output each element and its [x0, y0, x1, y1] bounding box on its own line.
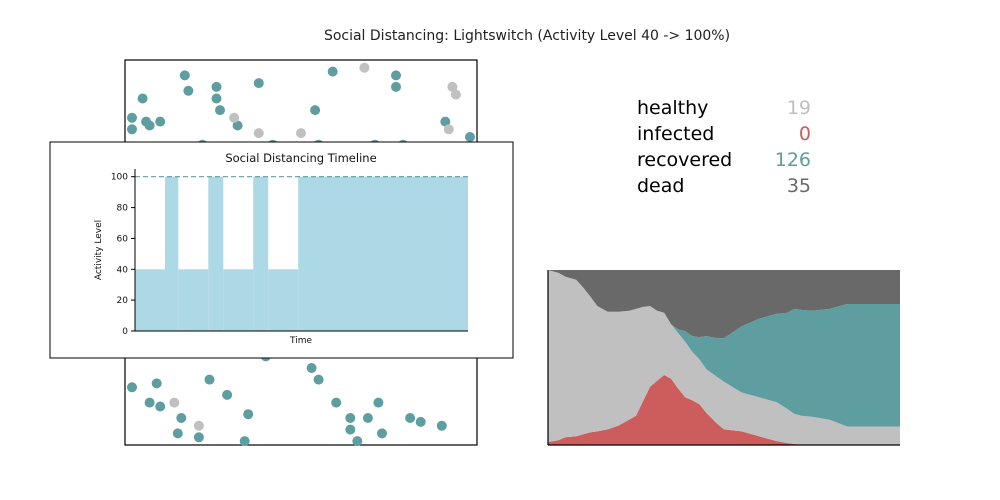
scatter-point-recovered: [415, 416, 426, 427]
scatter-point-recovered: [243, 409, 254, 420]
scatter-point-recovered: [465, 132, 475, 142]
activity-segment: [165, 176, 179, 331]
scatter-point-recovered: [127, 112, 137, 123]
scatter-point-recovered: [127, 124, 137, 135]
scatter-point-recovered: [306, 363, 317, 373]
ytick-label: 80: [117, 204, 129, 214]
scatter-point-recovered: [211, 93, 222, 104]
inset-xlabel: Time: [289, 336, 312, 346]
scatter-point-recovered: [172, 428, 183, 439]
activity-segment: [298, 176, 468, 331]
timeline-yticks: 0 20 40 60 80 100: [111, 173, 135, 337]
scatter-point-recovered: [310, 105, 321, 116]
scatter-point-recovered: [440, 116, 451, 127]
scatter-point-recovered: [253, 78, 264, 89]
population-stackplot-panel: [547, 270, 900, 446]
ytick-label: 60: [117, 234, 129, 244]
stack-area-recovered: [548, 270, 900, 427]
scatter-point-recovered: [373, 397, 384, 408]
scatter-point-healthy: [193, 420, 204, 431]
scatter-point-recovered: [155, 116, 166, 127]
scatter-point-healthy: [443, 124, 454, 135]
activity-segment: [268, 269, 299, 331]
scatter-point-healthy: [447, 81, 458, 92]
scatter-point-recovered: [155, 401, 166, 412]
scatter-point-recovered: [239, 436, 250, 447]
scatter-point-recovered: [391, 70, 401, 81]
scatter-point-recovered: [193, 432, 204, 443]
stat-label-recovered: recovered: [637, 149, 732, 171]
inset-ylabel: Activity Level: [94, 220, 104, 280]
scatter-point-recovered: [176, 413, 187, 423]
ytick-label: 100: [111, 173, 128, 183]
scatter-point-recovered: [211, 81, 222, 92]
scatter-point-healthy: [450, 89, 461, 100]
scatter-point-recovered: [183, 85, 194, 96]
scatter-point-recovered: [327, 66, 338, 77]
stat-value-recovered: 126: [775, 149, 811, 171]
stats-legend: healthy 19 infected 0 recovered 126 dead 35: [637, 97, 811, 197]
scatter-point-recovered: [313, 374, 324, 385]
ytick-label: 20: [117, 296, 129, 306]
stat-label-dead: dead: [637, 175, 684, 197]
scatter-point-healthy: [359, 62, 370, 73]
stat-label-healthy: healthy: [637, 97, 708, 119]
activity-segment: [178, 269, 209, 331]
figure-title: Social Distancing: Lightswitch (Activity…: [324, 28, 730, 44]
scatter-point-recovered: [204, 374, 215, 385]
scatter-point-recovered: [215, 105, 225, 116]
scatter-point-healthy: [296, 128, 306, 139]
scatter-point-recovered: [222, 389, 233, 400]
scatter-point-recovered: [362, 413, 373, 423]
stack-areas: [548, 270, 900, 445]
scatter-point-healthy: [169, 397, 180, 408]
activity-segment: [135, 269, 165, 331]
scatter-point-recovered: [405, 413, 416, 423]
scatter-point-recovered: [127, 382, 137, 393]
stat-value-dead: 35: [787, 175, 811, 197]
scatter-point-recovered: [345, 424, 356, 435]
scatter-point-recovered: [144, 397, 155, 408]
ytick-label: 0: [122, 327, 128, 337]
scatter-point-recovered: [151, 378, 162, 389]
ytick-label: 40: [117, 265, 129, 275]
scatter-point-recovered: [137, 93, 148, 104]
stat-label-infected: infected: [637, 123, 714, 145]
scatter-point-recovered: [352, 436, 363, 447]
stat-value-healthy: 19: [787, 97, 811, 119]
scatter-point-recovered: [391, 81, 401, 92]
scatter-point-recovered: [144, 120, 155, 131]
scatter-point-recovered: [331, 397, 342, 408]
scatter-point-recovered: [345, 413, 356, 423]
stat-value-infected: 0: [799, 123, 811, 145]
timeline-fill: [135, 176, 468, 331]
scatter-point-healthy: [253, 128, 264, 139]
stack-area-healthy: [548, 270, 900, 445]
timeline-inset: Social Distancing Timeline 020406080100 …: [49, 141, 514, 359]
scatter-point-recovered: [377, 428, 387, 439]
activity-segment: [223, 269, 254, 331]
inset-title: Social Distancing Timeline: [225, 151, 376, 165]
stack-area-dead: [548, 270, 900, 339]
activity-segment: [253, 176, 269, 331]
scatter-point-recovered: [179, 70, 190, 81]
activity-segment: [208, 176, 224, 331]
scatter-point-healthy: [229, 112, 240, 123]
stack-area-infected: [548, 375, 900, 445]
scatter-point-recovered: [232, 120, 243, 131]
scatter-point-recovered: [436, 420, 447, 431]
